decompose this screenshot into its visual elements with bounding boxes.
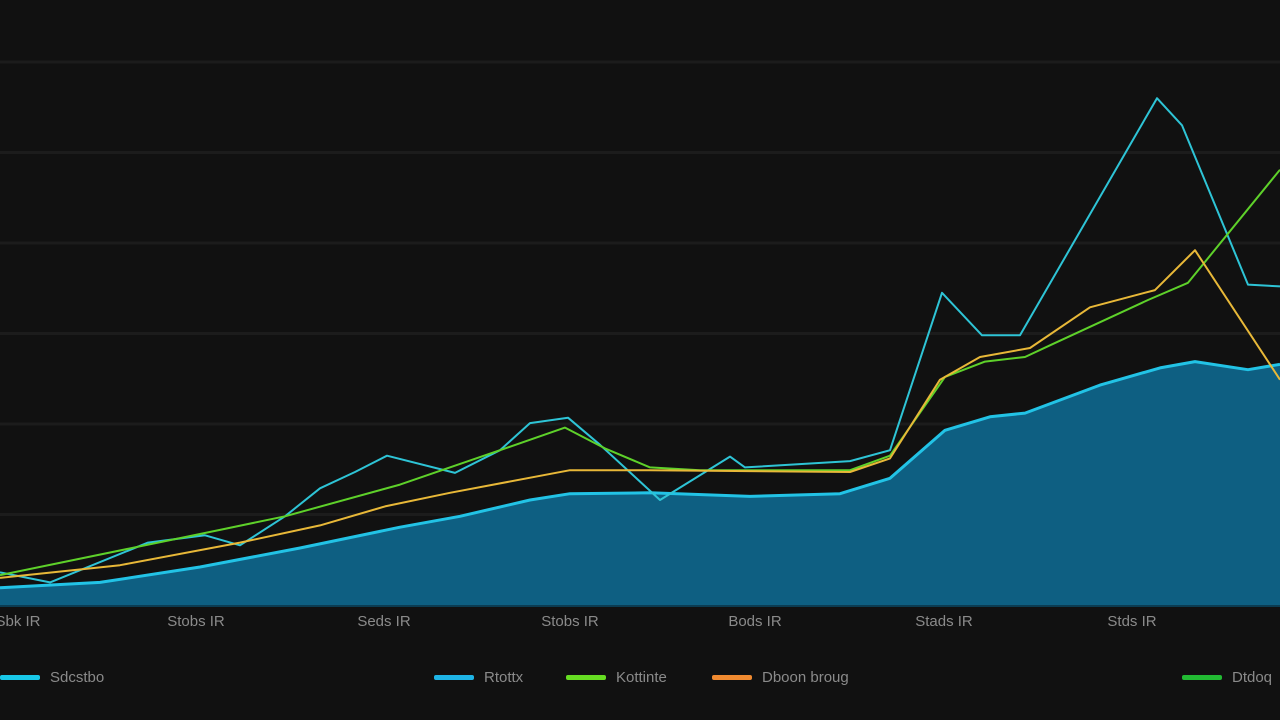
x-tick-label: Sbk IR xyxy=(0,613,41,630)
series-line-1 xyxy=(0,169,1280,577)
x-tick-label: Stads IR xyxy=(915,613,973,630)
area-series xyxy=(0,360,1280,607)
legend-item[interactable]: Dtdoq xyxy=(1182,666,1272,688)
x-tick-label: Stobs IR xyxy=(167,613,225,630)
area-line-3 xyxy=(0,360,1280,590)
legend-label: Kottinte xyxy=(616,668,667,686)
legend-swatch-icon xyxy=(566,674,606,680)
legend-item[interactable]: Sdcstbo xyxy=(0,666,104,688)
line-series xyxy=(0,97,1280,584)
series-line-2 xyxy=(0,249,1280,579)
x-tick-label: Stobs IR xyxy=(541,613,599,630)
legend-swatch-icon xyxy=(1182,674,1222,680)
x-tick-label: Seds IR xyxy=(357,613,411,630)
legend-swatch-icon xyxy=(434,674,474,680)
x-axis-labels: Sbk IR Stobs IR Seds IR Stobs IR Bods IR Stad… xyxy=(0,613,1157,630)
x-tick-label: Stds IR xyxy=(1107,613,1156,630)
legend-swatch-icon xyxy=(0,674,40,680)
legend-item[interactable]: Kottinte xyxy=(566,666,667,688)
legend-label: Rtottx xyxy=(484,668,524,686)
legend-swatch-icon xyxy=(712,674,752,680)
legend-item[interactable]: Rtottx xyxy=(434,666,523,688)
legend-label: Dtdoq xyxy=(1232,668,1273,686)
x-tick-label: Bods IR xyxy=(728,613,782,630)
legend-item[interactable]: Dboon broug xyxy=(712,666,849,688)
legend-label: Dboon broug xyxy=(762,668,849,686)
legend-label: Sdcstbo xyxy=(50,668,105,686)
